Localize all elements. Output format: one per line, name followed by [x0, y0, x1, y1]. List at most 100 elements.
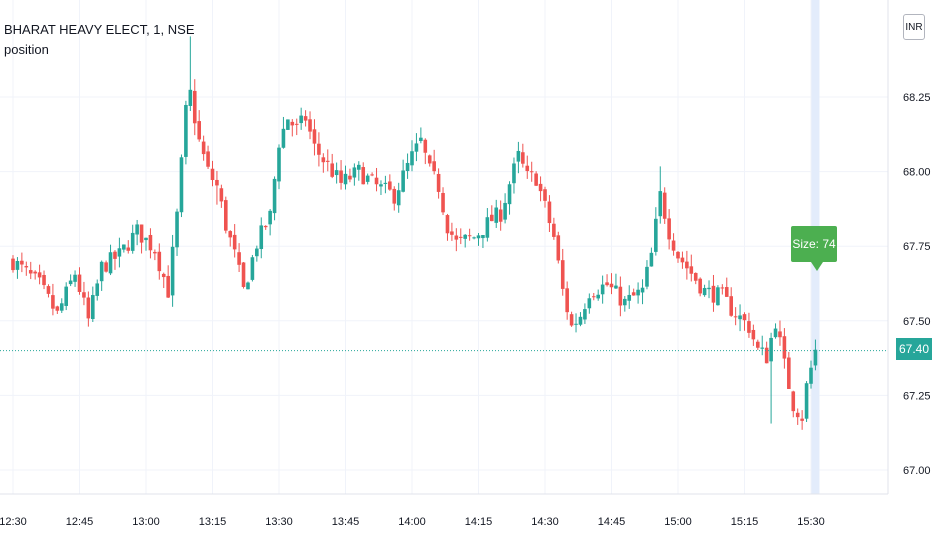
- candle-body: [108, 252, 113, 274]
- candle-body: [15, 260, 20, 270]
- candle-body: [170, 246, 175, 296]
- candle-body: [565, 288, 569, 313]
- candle-body: [343, 173, 348, 185]
- candle-body: [427, 155, 432, 164]
- candle-body: [809, 367, 813, 384]
- candle-body: [671, 240, 676, 251]
- candle-body: [450, 231, 454, 235]
- candle-body: [42, 274, 46, 286]
- x-tick-label: 14:30: [531, 516, 559, 528]
- candle-body: [485, 217, 490, 238]
- candle-body: [224, 200, 228, 231]
- candle-body: [490, 214, 494, 222]
- candle-body: [135, 224, 139, 235]
- candle-body: [419, 137, 423, 142]
- candle-body: [153, 251, 157, 254]
- candle-body: [11, 258, 15, 271]
- candle-body: [556, 235, 561, 261]
- candle-body: [86, 297, 91, 319]
- candle-body: [139, 224, 144, 243]
- candle-body: [59, 303, 64, 311]
- candle-body: [463, 234, 467, 239]
- candle-body: [95, 283, 100, 296]
- candle-body: [733, 316, 738, 318]
- candle-body: [184, 104, 188, 157]
- x-tick-label: 12:30: [0, 516, 27, 528]
- candle-body: [46, 286, 51, 294]
- currency-button[interactable]: INR: [903, 14, 925, 40]
- candle-body: [724, 287, 729, 297]
- candle-body: [534, 173, 538, 186]
- candle-body: [791, 391, 796, 412]
- candle-body: [414, 143, 419, 152]
- candle-body: [294, 123, 299, 125]
- candle-body: [441, 192, 445, 213]
- candle-body: [707, 287, 711, 290]
- indicator-label[interactable]: position: [4, 42, 49, 57]
- symbol-title[interactable]: BHARAT HEAVY ELECT, 1, NSE: [4, 22, 195, 37]
- y-tick-label: 67.25: [903, 390, 931, 402]
- candle-body: [68, 280, 73, 285]
- position-size-label[interactable]: Size: 74: [791, 226, 837, 262]
- position-size-pointer: [811, 262, 823, 271]
- candle-body: [370, 174, 374, 176]
- candle-body: [525, 165, 530, 172]
- candle-body: [117, 248, 122, 257]
- x-tick-label: 15:15: [731, 516, 759, 528]
- candle-body: [55, 306, 60, 311]
- candle-body: [436, 173, 441, 192]
- candle-body: [432, 161, 436, 172]
- candle-body: [255, 248, 259, 257]
- candle-body: [299, 115, 303, 124]
- candle-body: [405, 162, 410, 172]
- candle-body: [339, 170, 343, 183]
- candle-body: [609, 283, 614, 288]
- candle-body: [782, 336, 787, 359]
- candle-body: [192, 90, 197, 124]
- candle-body: [773, 328, 778, 338]
- candle-body: [800, 418, 804, 421]
- x-tick-label: 13:15: [199, 516, 227, 528]
- candle-body: [73, 274, 77, 282]
- candle-body: [640, 287, 645, 293]
- candle-body: [308, 119, 312, 132]
- candle-body: [685, 261, 689, 269]
- candle-body: [122, 244, 126, 250]
- candle-body: [804, 383, 809, 419]
- candle-body: [591, 296, 596, 298]
- candle-body: [161, 273, 166, 278]
- candle-body: [281, 128, 286, 148]
- candle-body: [521, 152, 525, 164]
- candle-body: [529, 171, 534, 173]
- candle-body: [720, 287, 725, 289]
- candle-body: [130, 232, 135, 251]
- candle-body: [512, 163, 516, 184]
- candle-body: [654, 218, 658, 252]
- candle-body: [312, 129, 317, 144]
- candle-body: [357, 164, 361, 170]
- legend-overlay: BHARAT HEAVY ELECT, 1, NSE position: [4, 20, 195, 60]
- candle-body: [379, 184, 383, 187]
- candle-body: [246, 282, 250, 290]
- candle-body: [716, 287, 720, 306]
- candle-body: [680, 257, 685, 263]
- candle-body: [494, 207, 499, 223]
- candle-body: [618, 286, 623, 306]
- candle-body: [28, 270, 33, 274]
- candle-body: [623, 298, 627, 306]
- candle-body: [787, 357, 791, 389]
- candle-body: [631, 292, 636, 296]
- candle-body: [658, 191, 663, 217]
- last-price-tag: 67.40: [896, 338, 932, 360]
- candle-body: [778, 331, 782, 338]
- candle-body: [676, 251, 680, 259]
- candle-body: [113, 251, 117, 259]
- candle-body: [334, 170, 339, 176]
- candle-body: [325, 160, 330, 162]
- candle-body: [600, 284, 605, 295]
- y-tick-label: 68.25: [903, 92, 931, 104]
- y-tick-label: 68.00: [903, 167, 931, 179]
- candle-body: [574, 323, 578, 325]
- candle-body: [481, 235, 485, 239]
